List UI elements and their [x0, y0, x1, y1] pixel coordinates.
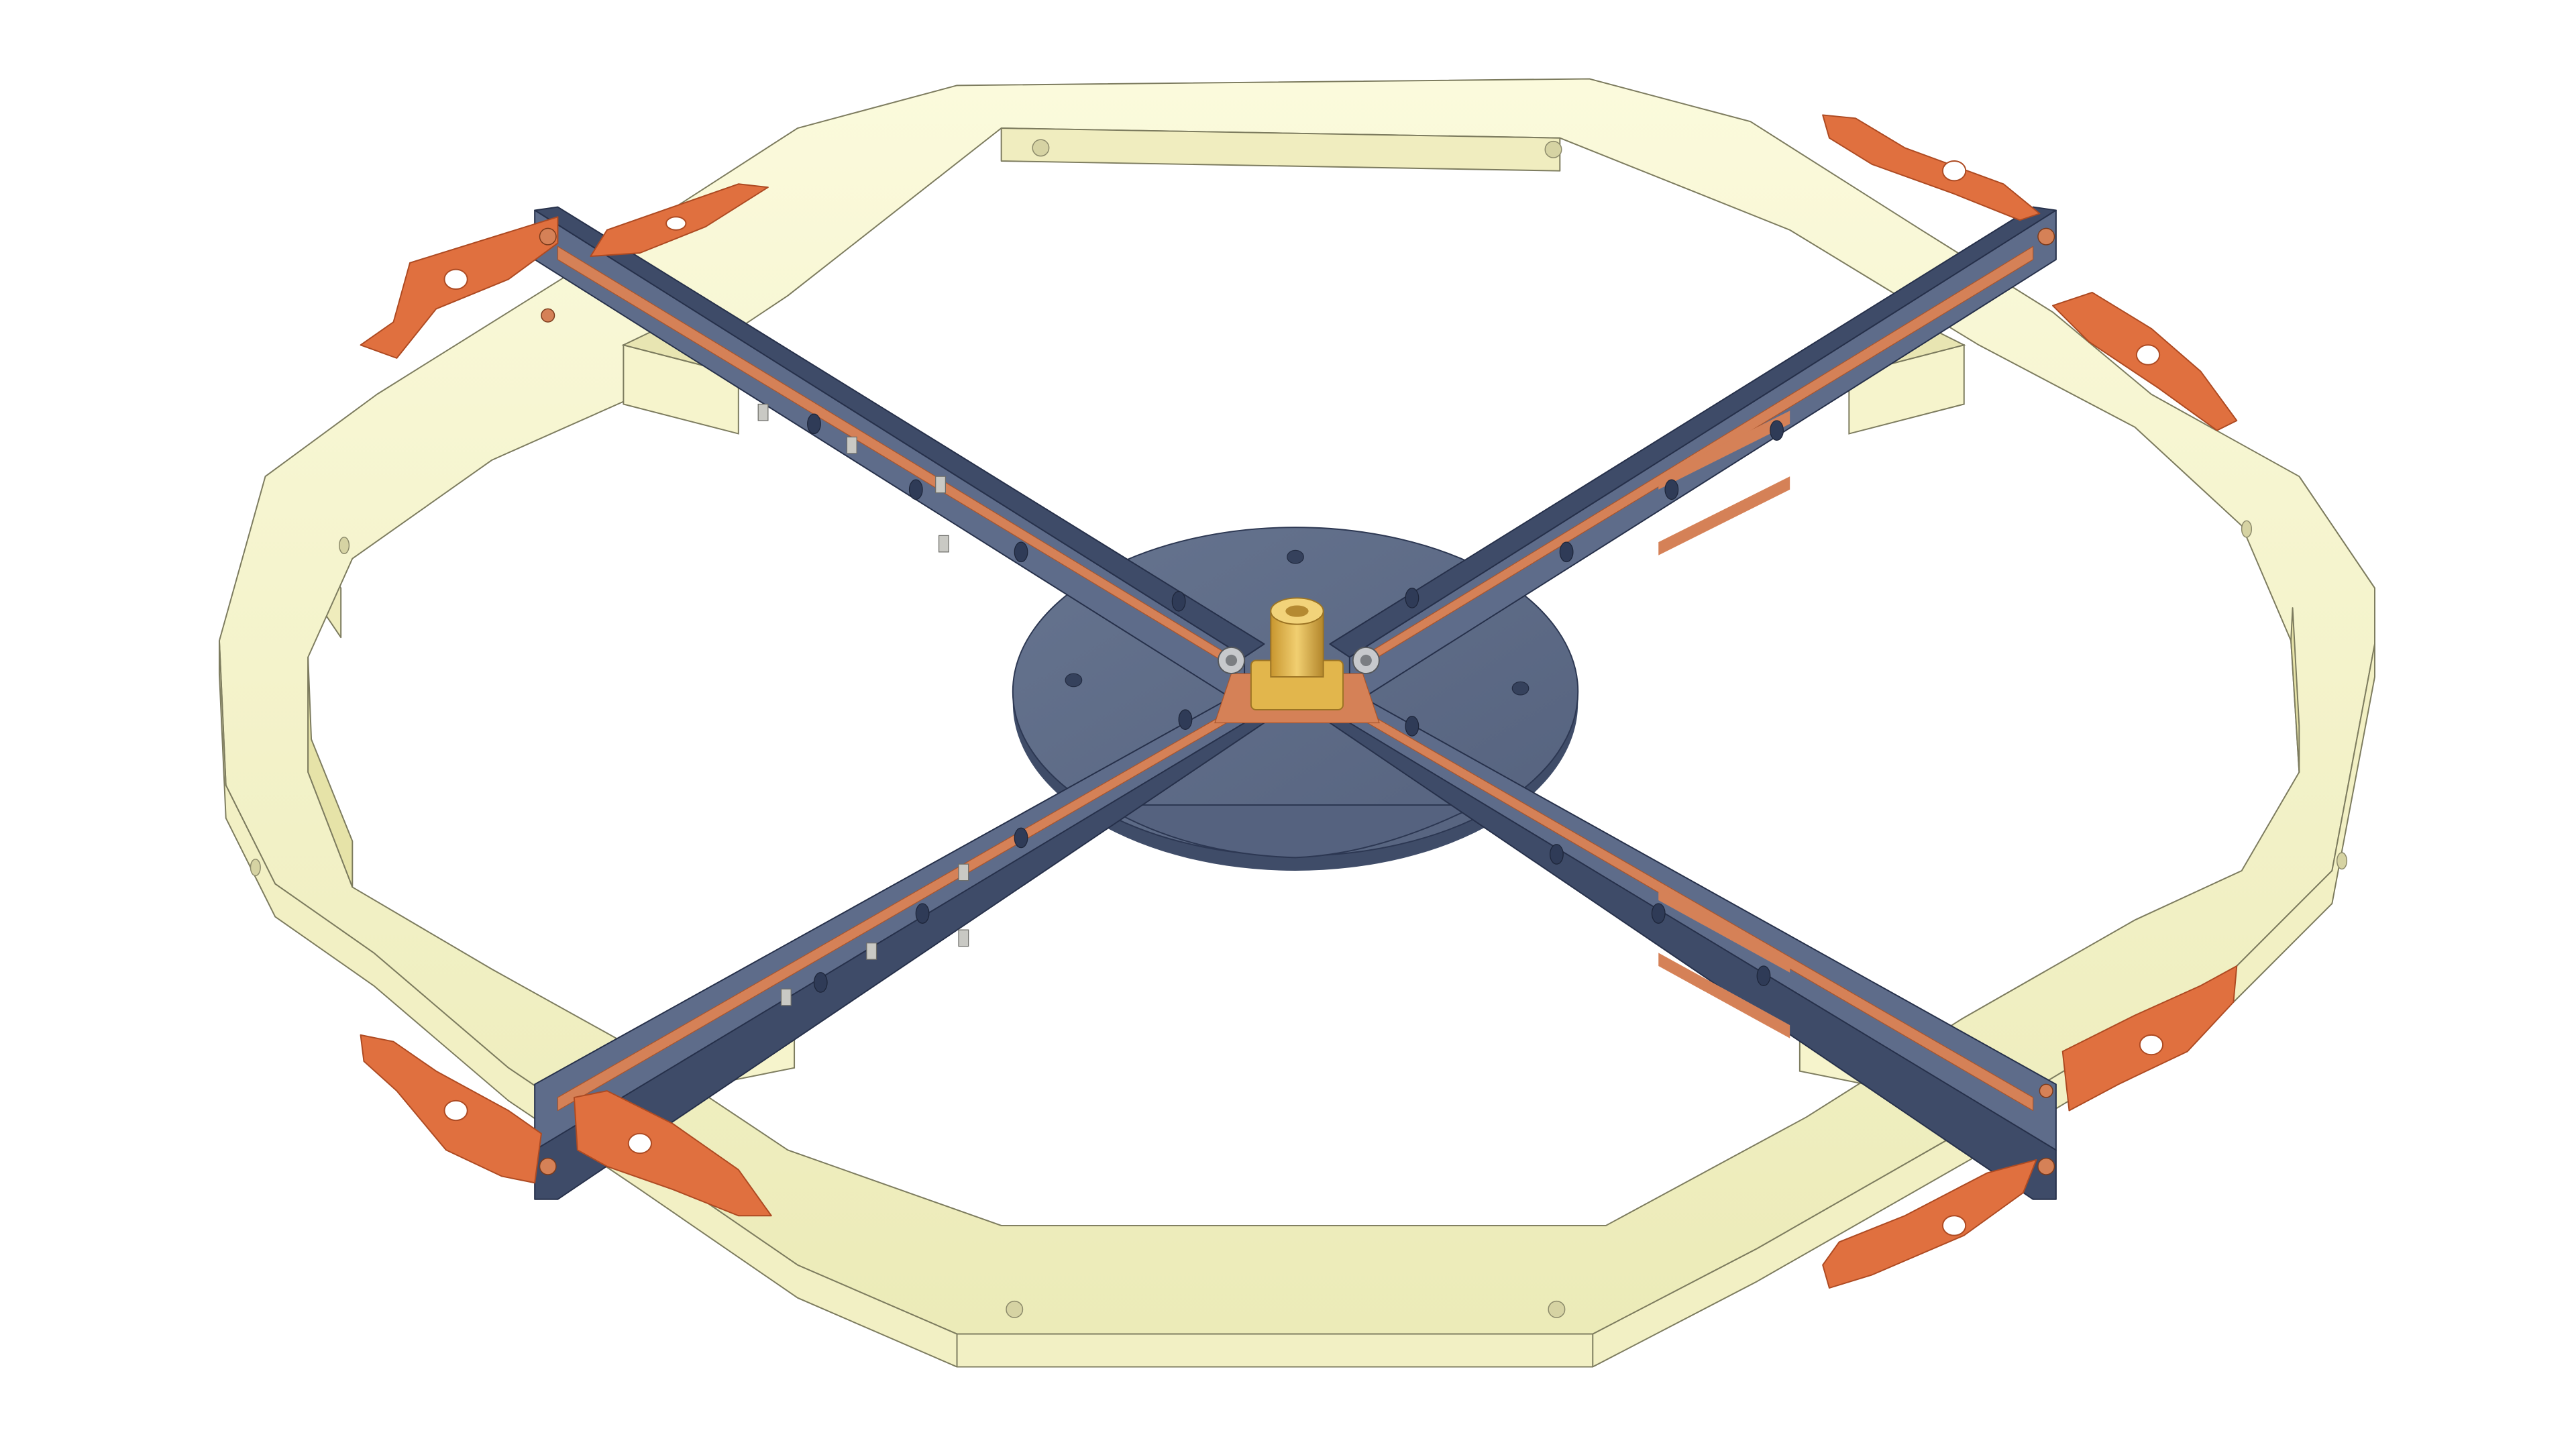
smd-part	[866, 943, 877, 960]
arm-hole	[1664, 479, 1679, 500]
tab-hole	[443, 1099, 468, 1122]
arm-side	[534, 206, 1265, 658]
end-screw	[2039, 1083, 2053, 1098]
arm-end-screws	[539, 227, 2055, 1175]
frame-hole	[250, 859, 261, 877]
copper-tab	[360, 216, 559, 359]
frame-inner-wall	[307, 607, 2300, 888]
frame-back-wall	[1000, 127, 1561, 172]
copper-tab	[360, 1034, 542, 1184]
frame-holes	[250, 139, 2348, 1318]
end-screw	[541, 308, 555, 323]
arm-copper-trace	[557, 706, 1238, 1112]
arm-hole	[1559, 541, 1574, 563]
tab-hole	[627, 1132, 652, 1155]
screw-slot	[1360, 654, 1372, 667]
tab-hole	[443, 268, 468, 290]
frame-hole	[1032, 139, 1050, 157]
arm-hole	[1405, 716, 1419, 737]
arm-hole	[908, 479, 923, 500]
smd-part	[958, 863, 969, 881]
hub-hole	[1065, 673, 1083, 688]
frame-hole	[1544, 140, 1562, 158]
arm-copper-trace	[1658, 887, 1790, 973]
arm-hole	[1651, 903, 1666, 924]
tab-hole	[2135, 344, 2161, 366]
arm-hole	[1770, 420, 1784, 441]
arm-back-left	[534, 206, 1265, 708]
arm-hole	[813, 972, 828, 993]
arm-hole	[1178, 709, 1193, 730]
arm-copper-trace	[1658, 411, 1790, 490]
copper-tabs	[360, 114, 2238, 1289]
arm-top	[534, 689, 1246, 1151]
arm-back-right	[1329, 206, 2057, 708]
arm-hole	[1550, 844, 1564, 865]
arm-copper-trace	[557, 246, 1238, 671]
smd-part	[846, 436, 857, 454]
smd-part	[757, 403, 769, 421]
smd-part	[958, 929, 969, 947]
arm-hole	[1014, 827, 1028, 849]
smd-part	[935, 476, 946, 494]
arm-front-left	[534, 689, 1265, 1200]
connector-pin	[1285, 605, 1309, 617]
tab-hole	[665, 216, 687, 231]
arm-hole	[1014, 541, 1028, 563]
frame-hole	[2336, 852, 2348, 870]
end-screw	[539, 1157, 557, 1175]
end-screw	[2037, 1157, 2055, 1175]
end-screw	[2037, 227, 2055, 246]
arm-front-right	[1329, 689, 2057, 1200]
tab-plate	[1822, 114, 2041, 221]
arm-copper-trace	[1658, 953, 1790, 1038]
end-screw	[539, 227, 557, 246]
copper-tab	[1822, 1159, 2037, 1289]
arm-hole	[915, 903, 930, 924]
smd-components	[757, 403, 969, 1006]
arm-side	[1329, 206, 2057, 658]
copper-tab	[1822, 114, 2041, 221]
hub-plate	[1100, 804, 1479, 859]
tab-hole	[1941, 1215, 1967, 1236]
copper-tab	[590, 183, 769, 258]
frame-ring	[218, 78, 2375, 1368]
frame-hole	[338, 537, 350, 555]
hub-hole	[1511, 681, 1529, 696]
arm-hole	[1405, 588, 1419, 608]
arm-hole	[807, 413, 821, 435]
arm-hole	[1756, 965, 1771, 986]
smd-part	[780, 988, 792, 1006]
frame-hole	[2241, 520, 2253, 538]
copper-tab	[2061, 965, 2238, 1112]
arm-holes	[807, 413, 1784, 993]
tab-plate	[573, 1090, 772, 1217]
arm-copper-trace	[1658, 476, 1790, 555]
tab-plate	[1822, 1159, 2037, 1289]
copper-tab	[2052, 291, 2238, 431]
tab-hole	[2139, 1034, 2164, 1056]
hub-hole	[1287, 549, 1304, 564]
tab-hole	[1941, 160, 1967, 182]
copper-tab	[573, 1090, 772, 1217]
frame-hole	[1006, 1300, 1024, 1318]
smd-part	[938, 535, 949, 553]
center-connector	[1214, 597, 1380, 724]
screw-slot	[1225, 654, 1238, 667]
arm-side	[1329, 706, 2057, 1200]
arm-hole	[1171, 591, 1186, 612]
frame-hole	[1548, 1300, 1566, 1318]
